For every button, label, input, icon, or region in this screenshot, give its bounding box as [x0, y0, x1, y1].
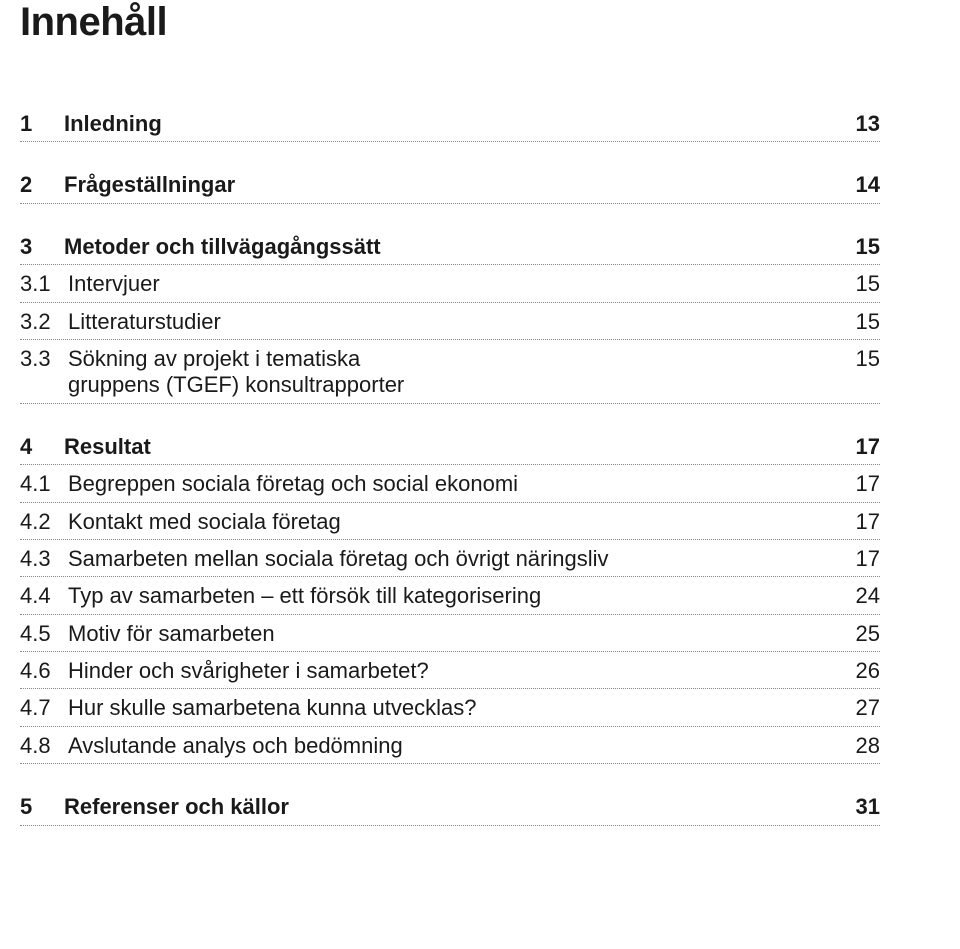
toc-sub: 4.8 Avslutande analys och bedömning 28: [20, 727, 880, 764]
toc-sub: 4.5 Motiv för samarbeten 25: [20, 615, 880, 652]
toc-page: 17: [856, 546, 880, 572]
toc-page: 15: [856, 271, 880, 297]
toc-label-line2: gruppens (TGEF) konsultrapporter: [68, 372, 844, 398]
page: Innehåll 1 Inledning 13 2 Frågeställning…: [0, 0, 960, 949]
toc-section: 1 Inledning 13: [20, 105, 880, 142]
toc-sub: 4.1 Begreppen sociala företag och social…: [20, 465, 880, 502]
toc-section: 4 Resultat 17: [20, 428, 880, 465]
toc-page: 13: [856, 111, 880, 137]
toc-page: 17: [856, 471, 880, 497]
toc-page: 25: [856, 621, 880, 647]
page-title: Innehåll: [20, 0, 880, 45]
toc-sub: 3.2 Litteraturstudier 15: [20, 303, 880, 340]
toc-num: 4.5: [20, 621, 68, 647]
toc-page: 14: [856, 172, 880, 198]
toc-page: 15: [856, 234, 880, 260]
toc-num: 3.1: [20, 271, 68, 297]
toc-sub: 4.7 Hur skulle samarbetena kunna utveckl…: [20, 689, 880, 726]
toc-num: 4.1: [20, 471, 68, 497]
toc-label: Litteraturstudier: [68, 309, 844, 335]
toc-page: 31: [856, 794, 880, 820]
toc-num: 4.2: [20, 509, 68, 535]
toc-num: 4.7: [20, 695, 68, 721]
toc-sub: 3.1 Intervjuer 15: [20, 265, 880, 302]
toc-label: Resultat: [64, 434, 844, 460]
toc-page: 17: [856, 434, 880, 460]
toc-page: 27: [856, 695, 880, 721]
toc-label: Hur skulle samarbetena kunna utvecklas?: [68, 695, 844, 721]
toc-sub: 4.4 Typ av samarbeten – ett försök till …: [20, 577, 880, 614]
toc-label: Samarbeten mellan sociala företag och öv…: [68, 546, 844, 572]
toc-num: 3.2: [20, 309, 68, 335]
toc-label: Referenser och källor: [64, 794, 844, 820]
toc-label: Kontakt med sociala företag: [68, 509, 844, 535]
toc-num: 4.6: [20, 658, 68, 684]
toc-page: 17: [856, 509, 880, 535]
toc-label: Typ av samarbeten – ett försök till kate…: [68, 583, 844, 609]
toc-sub: 4.2 Kontakt med sociala företag 17: [20, 503, 880, 540]
toc-section: 2 Frågeställningar 14: [20, 166, 880, 203]
toc-section: 3 Metoder och tillvägagångssätt 15: [20, 228, 880, 265]
toc-sub: 4.3 Samarbeten mellan sociala företag oc…: [20, 540, 880, 577]
toc-label: Hinder och svårigheter i samarbetet?: [68, 658, 844, 684]
toc-sub: 3.3 Sökning av projekt i tematiska grupp…: [20, 340, 880, 404]
toc-num: 1: [20, 111, 64, 137]
toc-label: Intervjuer: [68, 271, 844, 297]
toc-num: 4.4: [20, 583, 68, 609]
toc-num: 3: [20, 234, 64, 260]
toc-label: Inledning: [64, 111, 844, 137]
table-of-contents: 1 Inledning 13 2 Frågeställningar 14 3 M…: [20, 105, 880, 826]
toc-label: Avslutande analys och bedömning: [68, 733, 844, 759]
toc-label-line1: Sökning av projekt i tematiska: [68, 346, 360, 371]
toc-num: 2: [20, 172, 64, 198]
toc-page: 24: [856, 583, 880, 609]
toc-section: 5 Referenser och källor 31: [20, 788, 880, 825]
toc-label: Metoder och tillvägagångssätt: [64, 234, 844, 260]
toc-label: Motiv för samarbeten: [68, 621, 844, 647]
toc-page: 26: [856, 658, 880, 684]
toc-num: 4: [20, 434, 64, 460]
toc-label: Begreppen sociala företag och social eko…: [68, 471, 844, 497]
toc-num: 4.3: [20, 546, 68, 572]
toc-page: 28: [856, 733, 880, 759]
toc-page: 15: [856, 346, 880, 372]
toc-label: Frågeställningar: [64, 172, 844, 198]
toc-num: 5: [20, 794, 64, 820]
toc-label: Sökning av projekt i tematiska gruppens …: [68, 346, 844, 399]
toc-page: 15: [856, 309, 880, 335]
toc-num: 4.8: [20, 733, 68, 759]
toc-num: 3.3: [20, 346, 68, 372]
toc-sub: 4.6 Hinder och svårigheter i samarbetet?…: [20, 652, 880, 689]
